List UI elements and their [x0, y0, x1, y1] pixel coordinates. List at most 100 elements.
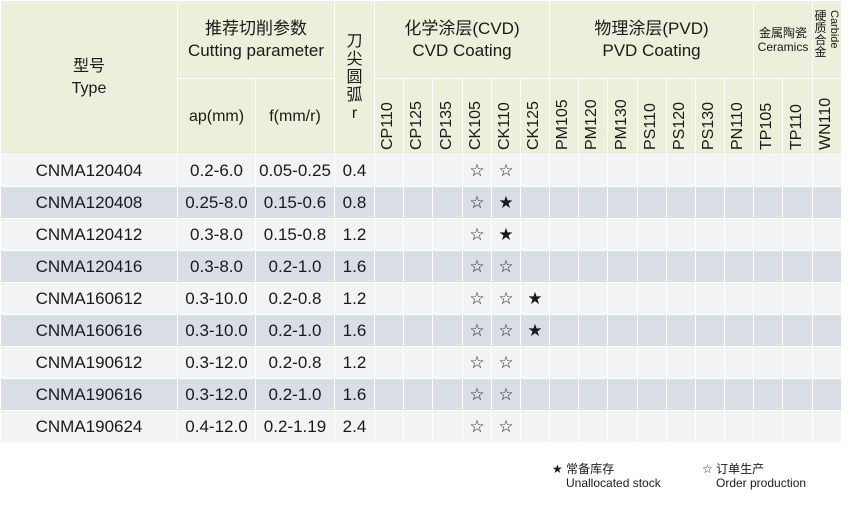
grade-cell: [578, 186, 608, 219]
grade-cell: [753, 218, 783, 251]
grade-cell: [782, 346, 813, 379]
grade-cell: [520, 186, 550, 219]
grade-cell: [812, 410, 842, 443]
type-cell: CNMA160616: [0, 314, 178, 347]
grade-cell: [782, 250, 813, 283]
grade-cell: [637, 314, 667, 347]
table-row: CNMA190624 0.4-12.0 0.2-1.19 2.4 ☆ ☆: [0, 410, 842, 443]
grade-cell: [812, 378, 842, 411]
outline-star-icon: ☆: [491, 378, 521, 411]
grade-header-tp110: TP110: [782, 78, 813, 155]
grade-cell: [578, 154, 608, 187]
grade-cell: [403, 218, 433, 251]
table-row: CNMA190612 0.3-12.0 0.2-0.8 1.2 ☆ ☆: [0, 346, 842, 379]
grade-cell: [607, 186, 638, 219]
grade-cell: [637, 250, 667, 283]
table-row: CNMA120416 0.3-8.0 0.2-1.0 1.6 ☆ ☆: [0, 250, 842, 283]
grade-cell: [549, 346, 579, 379]
grade-cell: [812, 314, 842, 347]
radius-char: 刀: [346, 32, 363, 50]
grade-cell: [695, 314, 725, 347]
legend-stock: ★ 常备库存 Unallocated stock: [552, 462, 661, 490]
table-row: CNMA120408 0.25-8.0 0.15-0.6 0.8 ☆ ★: [0, 186, 842, 219]
grade-cell: [549, 186, 579, 219]
grade-label: PS120: [671, 101, 688, 150]
grade-header-pm120: PM120: [578, 78, 608, 155]
grade-cell: [549, 282, 579, 315]
grade-cell: [578, 218, 608, 251]
insert-grade-table: 型号 Type 推荐切削参数 Cutting parameter 刀 尖 圆 弧…: [0, 0, 842, 443]
outline-star-icon: ☆: [491, 154, 521, 187]
grade-cell: [637, 186, 667, 219]
grade-cell: [753, 282, 783, 315]
grade-cell: [374, 378, 404, 411]
table-row: CNMA120412 0.3-8.0 0.15-0.8 1.2 ☆ ★: [0, 218, 842, 251]
table-row: CNMA160612 0.3-10.0 0.2-0.8 1.2 ☆ ☆ ★: [0, 282, 842, 315]
grade-header-pm105: PM105: [549, 78, 579, 155]
grade-cell: [578, 346, 608, 379]
radius-cell: 1.6: [334, 314, 375, 347]
grade-header-ck110: CK110: [491, 78, 521, 155]
ap-cell: 0.4-12.0: [177, 410, 256, 443]
carbide-header: 硬 质 合 金 Carbide: [812, 0, 842, 79]
outline-star-icon: ☆: [462, 218, 492, 251]
grade-cell: [403, 250, 433, 283]
filled-star-icon: ★: [491, 218, 521, 251]
table-row: CNMA160616 0.3-10.0 0.2-1.0 1.6 ☆ ☆ ★: [0, 314, 842, 347]
table-body: CNMA120404 0.2-6.0 0.05-0.25 0.4 ☆ ☆ CNMA12040…: [0, 154, 842, 443]
cvd-coating-header: 化学涂层(CVD) CVD Coating: [374, 0, 550, 79]
grade-cell: [695, 250, 725, 283]
grade-cell: [782, 154, 813, 187]
grade-label: PS130: [700, 101, 717, 150]
grade-cell: [432, 218, 463, 251]
legend-order: ☆ 订单生产 Order production: [702, 462, 806, 490]
grade-cell: [520, 218, 550, 251]
grade-label: PM120: [583, 99, 600, 150]
ap-cell: 0.25-8.0: [177, 186, 256, 219]
grade-cell: [637, 346, 667, 379]
grade-cell: [782, 282, 813, 315]
nose-radius-header: 刀 尖 圆 弧 r: [334, 0, 375, 155]
grade-cell: [695, 378, 725, 411]
grade-label: PN110: [729, 102, 746, 150]
grade-label: TP110: [787, 104, 805, 150]
f-cell: 0.2-1.0: [255, 314, 335, 347]
grade-cell: [724, 378, 754, 411]
filled-star-icon: ★: [491, 186, 521, 219]
outline-star-icon: ☆: [462, 410, 492, 443]
grade-cell: [374, 250, 404, 283]
grade-cell: [724, 186, 754, 219]
grade-cell: [403, 314, 433, 347]
grade-cell: [432, 346, 463, 379]
pvd-header-cn: 物理涂层(PVD): [594, 18, 709, 38]
grade-cell: [753, 410, 783, 443]
grade-cell: [753, 186, 783, 219]
grade-cell: [812, 282, 842, 315]
legend-stock-cn: 常备库存: [566, 462, 615, 476]
radius-char: 圆: [346, 68, 363, 86]
grade-cell: [637, 378, 667, 411]
grade-header-tp105: TP105: [753, 78, 783, 155]
grade-header-cp125: CP125: [403, 78, 433, 155]
grade-label: WN110: [817, 97, 834, 150]
type-cell: CNMA190616: [0, 378, 178, 411]
grade-cell: [607, 346, 638, 379]
grade-cell: [812, 154, 842, 187]
pvd-header-en: PVD Coating: [602, 40, 701, 60]
grade-cell: [607, 154, 638, 187]
grade-cell: [520, 250, 550, 283]
carbide-char: 硬: [814, 8, 827, 23]
grade-cell: [432, 282, 463, 315]
grade-cell: [812, 186, 842, 219]
grade-header-pm130: PM130: [607, 78, 638, 155]
radius-cell: 0.4: [334, 154, 375, 187]
grade-cell: [520, 346, 550, 379]
grade-label: CK125: [525, 101, 542, 150]
grade-cell: [782, 314, 813, 347]
grade-cell: [812, 346, 842, 379]
outline-star-icon: ☆: [491, 346, 521, 379]
ap-cell: 0.3-12.0: [177, 346, 256, 379]
radius-symbol: r: [351, 104, 358, 122]
type-cell: CNMA160612: [0, 282, 178, 315]
grade-cell: [549, 154, 579, 187]
